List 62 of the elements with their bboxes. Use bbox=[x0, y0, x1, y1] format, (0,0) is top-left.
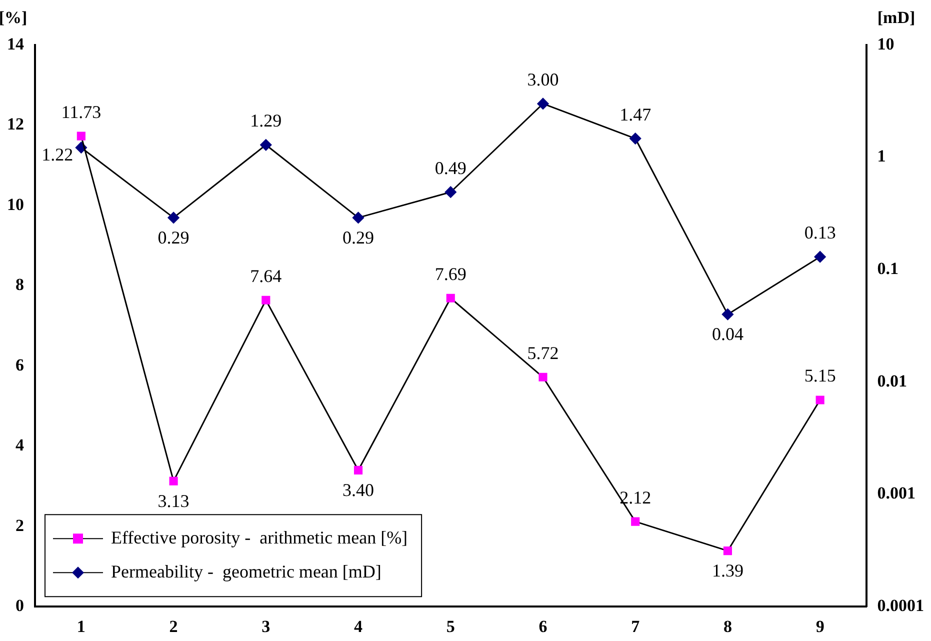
point bbox=[352, 212, 364, 224]
x-tick-label: 2 bbox=[169, 617, 178, 636]
point bbox=[631, 517, 640, 526]
data-label: 1.47 bbox=[620, 104, 652, 124]
data-label: 5.15 bbox=[804, 366, 836, 386]
y-tick-label: 6 bbox=[16, 355, 24, 374]
y2-tick-label: 0.01 bbox=[877, 371, 907, 390]
data-label: 11.73 bbox=[61, 102, 102, 122]
x-tick-label: 9 bbox=[816, 617, 824, 636]
data-label: 0.49 bbox=[434, 158, 466, 178]
data-label: 2.12 bbox=[620, 487, 652, 508]
data-label: 0.29 bbox=[342, 227, 374, 248]
point bbox=[444, 186, 456, 198]
point bbox=[262, 296, 270, 304]
x-tick-label: 1 bbox=[76, 617, 86, 636]
x-tick-label: 6 bbox=[538, 617, 548, 636]
point bbox=[260, 139, 272, 151]
data-label: 7.64 bbox=[250, 266, 282, 286]
data-label: 1.22 bbox=[42, 144, 74, 164]
y2-tick-label: 0.0001 bbox=[877, 596, 924, 615]
point bbox=[169, 476, 178, 486]
x-tick-label: 3 bbox=[262, 617, 270, 636]
data-label: 1.29 bbox=[250, 110, 282, 131]
legend-label: Permeability - geometric mean [mD] bbox=[111, 561, 382, 582]
data-label: 0.13 bbox=[804, 222, 836, 243]
y-tick-label: 10 bbox=[7, 194, 24, 214]
data-label: 0.29 bbox=[158, 227, 190, 248]
point bbox=[538, 372, 548, 382]
point bbox=[814, 251, 826, 263]
point bbox=[630, 132, 642, 144]
y-tick-label: 2 bbox=[16, 516, 24, 535]
y2-tick-label: 0.001 bbox=[877, 484, 916, 503]
y2-tick-label: 0.1 bbox=[877, 259, 898, 278]
point bbox=[76, 132, 86, 140]
data-label: 1.39 bbox=[712, 560, 744, 581]
x-tick-label: 5 bbox=[446, 617, 455, 636]
point bbox=[168, 212, 180, 224]
y-tick-label: 4 bbox=[16, 436, 24, 455]
point bbox=[354, 466, 363, 474]
data-label: 0.04 bbox=[712, 324, 744, 344]
y2-tick-label: 10 bbox=[877, 34, 894, 54]
x-tick-label: 4 bbox=[354, 617, 364, 636]
data-label: 3.40 bbox=[342, 480, 374, 500]
point bbox=[723, 546, 732, 556]
y-tick-label: 8 bbox=[16, 275, 24, 294]
legend-label: Effective porosity - arithmetic mean [%] bbox=[111, 527, 408, 548]
data-label: 3.00 bbox=[527, 69, 559, 90]
data-label: 3.13 bbox=[158, 490, 190, 511]
point bbox=[537, 98, 549, 110]
y-axis-title: [%] bbox=[0, 8, 28, 27]
point bbox=[816, 396, 824, 404]
y2-axis-title: [mD] bbox=[877, 8, 916, 27]
data-label: 7.69 bbox=[434, 264, 466, 284]
data-label: 5.72 bbox=[527, 342, 559, 363]
y-tick-label: 12 bbox=[7, 114, 24, 134]
y-tick-label: 14 bbox=[7, 34, 24, 54]
x-tick-label: 7 bbox=[631, 617, 640, 636]
y-tick-label: 0 bbox=[16, 596, 24, 615]
x-tick-label: 8 bbox=[723, 617, 732, 636]
y2-tick-label: 1 bbox=[877, 146, 886, 166]
point bbox=[446, 294, 455, 302]
point bbox=[722, 308, 734, 320]
